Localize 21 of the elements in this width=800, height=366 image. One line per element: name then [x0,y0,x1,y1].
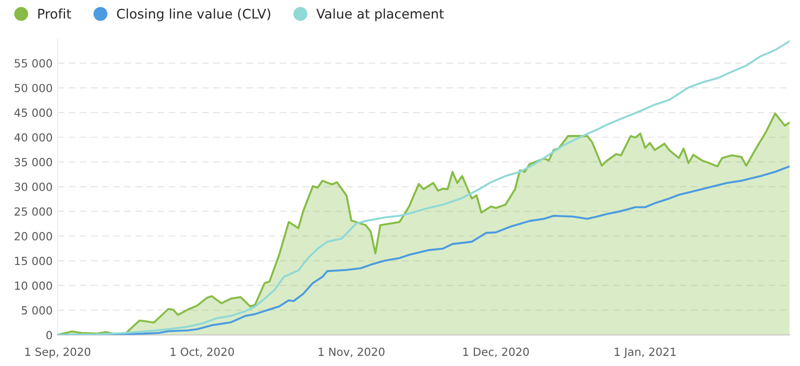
x-tick-label: 1 Dec, 2020 [463,348,529,358]
y-tick-label: 50 000 [14,84,52,92]
legend-label: Value at placement [316,8,444,22]
y-tick-label: 5 000 [22,306,52,315]
y-tick-label: 0 [46,330,52,340]
y-tick-label: 35 000 [14,158,52,166]
y-tick-label: 15 000 [15,256,52,266]
y-tick-label: 55 000 [14,59,52,68]
x-tick-label: 1 Nov, 2020 [318,348,384,358]
y-tick-label: 20 000 [14,232,52,240]
y-tick-label: 40 000 [14,133,52,142]
legend-label: Closing line value (CLV) [117,8,270,22]
y-tick-label: 30 000 [14,182,52,192]
x-tick-label: 1 Sep, 2020 [25,348,90,358]
y-tick-label: 10 000 [15,281,52,290]
y-tick-label: 25 000 [14,207,52,216]
line-series [58,40,790,335]
legend-label: Profit [38,8,72,19]
y-tick-label: 45 000 [14,108,52,117]
x-tick-label: 1 Jan, 2021 [614,348,676,358]
x-tick-label: 1 Oct, 2020 [170,348,234,358]
